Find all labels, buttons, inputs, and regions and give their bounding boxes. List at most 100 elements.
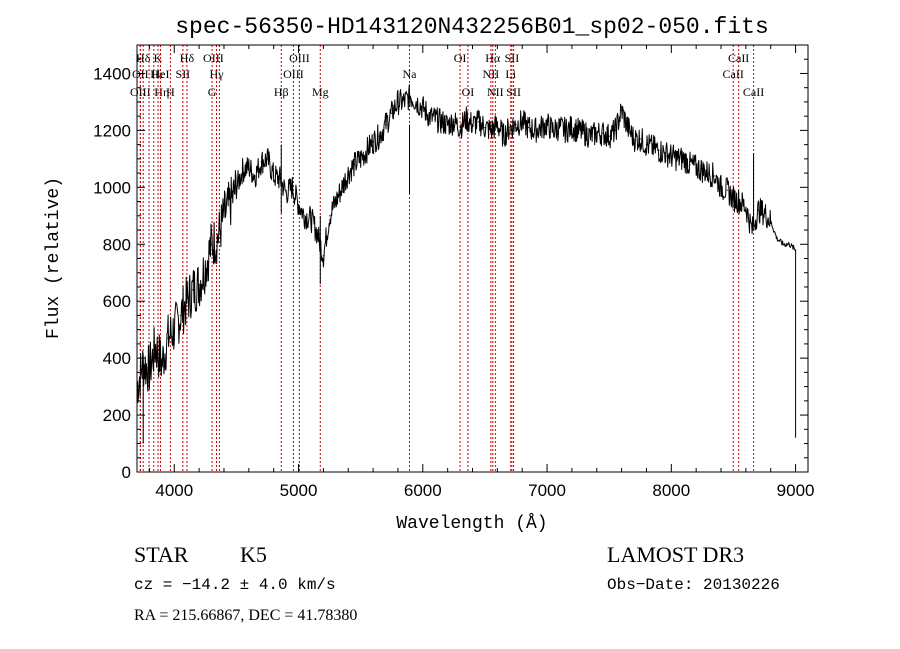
spectrum-point — [192, 289, 194, 291]
spectrum-point — [621, 109, 623, 112]
spectrum-point — [297, 203, 300, 206]
line-marker-label: Na — [403, 67, 418, 81]
spectrum-point — [652, 146, 654, 149]
spectrum-point — [770, 220, 772, 223]
spectrum-point — [645, 144, 648, 146]
plot-frame — [136, 44, 809, 473]
spectrum-point — [496, 124, 498, 126]
spectrum-point — [515, 124, 517, 126]
survey-name: LAMOST DR3 — [607, 542, 744, 567]
spectrum-point — [179, 314, 182, 317]
line-marker-label: SII — [505, 51, 520, 65]
spectrum-line — [136, 84, 797, 438]
spectrum-point — [701, 169, 703, 171]
spectrum-point — [440, 121, 443, 123]
spectrum-point — [527, 126, 530, 129]
line-marker-label: SII — [506, 85, 521, 99]
spectrum-point — [583, 132, 585, 134]
spectrum-point — [335, 200, 337, 203]
spectrum-point — [378, 135, 380, 137]
line-marker-label: OIII — [283, 67, 304, 81]
spectrum-point — [161, 363, 163, 365]
line-marker-label: Hα — [485, 51, 501, 65]
spectrum-point — [447, 124, 449, 126]
spectrum-point — [248, 166, 250, 169]
spectrum-point — [714, 175, 716, 177]
spectrum-point — [459, 126, 461, 129]
line-marker-label: CaII — [723, 67, 744, 81]
spectrum-point — [465, 118, 467, 120]
line-marker-label: H — [166, 85, 175, 99]
x-tick-label: 6000 — [404, 481, 442, 500]
line-marker-label: OIII — [130, 85, 151, 99]
spectrum-point — [273, 175, 275, 177]
spectrum-point — [428, 115, 430, 117]
spectrum-point — [676, 158, 679, 160]
spectrum-point — [540, 126, 542, 129]
line-marker-label: Hδ — [180, 51, 195, 65]
spectrum-point — [391, 112, 393, 114]
line-marker-label: NII — [483, 67, 500, 81]
spectrum-point — [434, 118, 436, 120]
spectrum-point — [707, 172, 710, 174]
spectrum-point — [366, 149, 368, 151]
spectrum-point — [422, 107, 424, 109]
spectrum-point — [720, 186, 722, 188]
spectrum-point — [279, 178, 281, 180]
y-tick-label: 400 — [103, 349, 131, 368]
spectrum-point — [347, 172, 349, 174]
spectrum-point — [689, 163, 691, 166]
spectrum-point — [577, 129, 579, 131]
spectrum-point — [776, 237, 778, 240]
spectrum-point — [254, 175, 256, 177]
spectrum-point — [633, 138, 635, 140]
line-marker-label: OI — [454, 51, 467, 65]
spectrum-point — [565, 129, 567, 131]
spectrum-point — [664, 152, 666, 154]
spectrum-point — [639, 138, 641, 140]
spectrum-point — [534, 129, 536, 131]
spectrum-point — [453, 121, 455, 123]
y-tick-label: 1000 — [93, 178, 131, 197]
spectrum-point — [186, 300, 188, 302]
spectrum-point — [658, 149, 660, 151]
spectrum-point — [341, 186, 343, 188]
spectrum-point — [757, 209, 759, 211]
y-tick-label: 600 — [103, 292, 131, 311]
line-marker-label: Hη — [154, 85, 169, 99]
spectrum-point — [148, 368, 151, 371]
spectrum-point — [726, 189, 728, 191]
spectrum-point — [596, 132, 598, 134]
line-marker-label: CaII — [743, 85, 764, 99]
spectrum-point — [794, 249, 797, 251]
spectrum-point — [471, 124, 474, 126]
spectrum-point — [360, 158, 362, 160]
y-tick-label: 0 — [122, 463, 131, 482]
y-axis-label: Flux (relative) — [44, 177, 64, 339]
spectrum-point — [353, 163, 356, 166]
x-axis-label: Wavelength (Å) — [396, 513, 547, 534]
line-marker-label: NII — [487, 85, 504, 99]
spectrum-point — [310, 218, 312, 220]
spectrum-point — [695, 166, 697, 169]
y-tick-label: 1200 — [93, 121, 131, 140]
coordinates: RA = 215.66867, DEC = 41.78380 — [134, 607, 357, 624]
y-tick-label: 800 — [103, 235, 131, 254]
line-marker-label: SII — [176, 67, 191, 81]
spectrum-point — [683, 158, 685, 160]
spectrum-point — [546, 124, 548, 126]
spectrum-point — [217, 237, 219, 240]
y-tick-label: 200 — [103, 406, 131, 425]
obs-date: Obs−Date: 20130226 — [607, 576, 780, 594]
spectrum-point — [266, 158, 269, 160]
spectrum-point — [788, 243, 790, 245]
spectrum-point — [739, 200, 741, 203]
spectrum-point — [384, 124, 387, 126]
object-class: STAR — [134, 542, 189, 567]
spectrum-point — [502, 135, 505, 137]
spectrum-point — [198, 283, 200, 285]
spectrum-point — [210, 243, 213, 245]
line-marker-label: K — [154, 51, 163, 65]
